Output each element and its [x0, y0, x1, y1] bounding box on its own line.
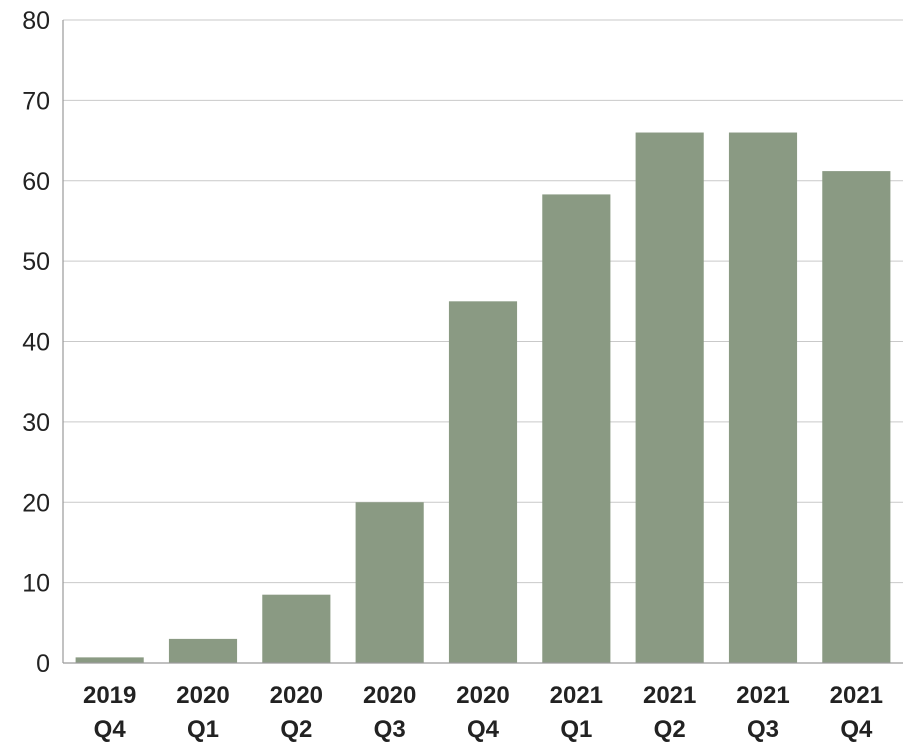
bar-2019-q4 [75, 657, 144, 663]
x-tick-quarter-label: Q1 [187, 716, 219, 743]
y-tick-label: 30 [22, 409, 50, 437]
x-tick-quarter-label: Q3 [374, 716, 406, 743]
axes [62, 20, 903, 664]
x-tick-year-label: 2020 [270, 682, 323, 709]
y-tick-labels: 0 10 20 30 40 50 60 70 80 [22, 7, 50, 678]
x-tick-quarter-label: Q1 [560, 716, 592, 743]
bar-2020-q1 [168, 638, 238, 663]
bar-2020-q3 [355, 502, 424, 663]
x-tick-year-label: 2019 [83, 682, 136, 709]
y-tick-label: 0 [36, 650, 50, 678]
x-tick-quarter-label: Q2 [654, 716, 686, 743]
x-tick-year-label: 2020 [456, 682, 509, 709]
x-tick-year-label: 2021 [830, 682, 883, 709]
y-tick-label: 60 [22, 168, 50, 196]
x-tick-year-label: 2020 [176, 682, 229, 709]
x-tick-labels: 2019 Q4 2020 Q1 2020 Q2 2020 Q3 2020 Q4 2021 Q1 2021… [83, 682, 883, 743]
y-tick-label: 40 [22, 329, 50, 357]
x-tick-quarter-label: Q4 [467, 716, 500, 743]
x-tick-quarter-label: Q2 [280, 716, 312, 743]
x-tick-quarter-label: Q3 [747, 716, 779, 743]
x-tick-year-label: 2021 [643, 682, 696, 709]
y-tick-label: 70 [22, 87, 50, 115]
y-tick-label: 50 [22, 248, 50, 276]
x-tick-quarter-label: Q4 [94, 716, 127, 743]
y-tick-label: 10 [22, 570, 50, 598]
bars [75, 132, 891, 664]
y-tick-label: 20 [22, 489, 50, 517]
x-tick-year-label: 2021 [736, 682, 789, 709]
bar-2020-q2 [262, 594, 331, 663]
y-tick-label: 80 [22, 7, 50, 35]
bar-2021-q3 [728, 132, 798, 663]
x-tick-year-label: 2020 [363, 682, 416, 709]
x-tick-year-label: 2021 [550, 682, 603, 709]
bar-2021-q1 [542, 194, 611, 663]
x-tick-quarter-label: Q4 [840, 716, 873, 743]
bar-2021-q4 [822, 171, 891, 664]
bar-2021-q2 [635, 132, 704, 663]
bar-2020-q4 [448, 301, 518, 663]
